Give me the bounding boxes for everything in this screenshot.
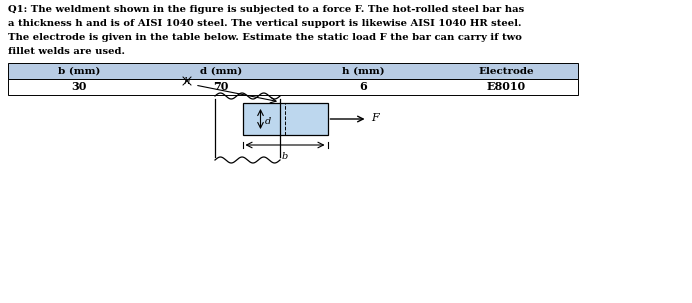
Text: 70: 70: [213, 82, 228, 92]
Text: b (mm): b (mm): [58, 66, 100, 75]
Bar: [8, 79, 578, 95]
Text: F: F: [372, 113, 379, 123]
Text: Electrode: Electrode: [478, 66, 534, 75]
Bar: [242, 103, 327, 135]
Text: 6: 6: [359, 82, 367, 92]
Text: d: d: [264, 116, 271, 125]
Text: 30: 30: [71, 82, 86, 92]
Text: Q1: The weldment shown in the figure is subjected to a force F. The hot-rolled s: Q1: The weldment shown in the figure is …: [8, 5, 525, 14]
Text: h (mm): h (mm): [342, 66, 384, 75]
Text: d (mm): d (mm): [200, 66, 242, 75]
Text: fillet welds are used.: fillet welds are used.: [8, 47, 125, 56]
Text: a thickness h and is of AISI 1040 steel. The vertical support is likewise AISI 1: a thickness h and is of AISI 1040 steel.…: [8, 19, 522, 28]
Text: The electrode is given in the table below. Estimate the static load F the bar ca: The electrode is given in the table belo…: [8, 33, 522, 42]
Text: h: h: [183, 76, 190, 85]
Bar: [8, 63, 578, 79]
Text: E8010: E8010: [486, 82, 525, 92]
Text: b: b: [282, 152, 288, 161]
